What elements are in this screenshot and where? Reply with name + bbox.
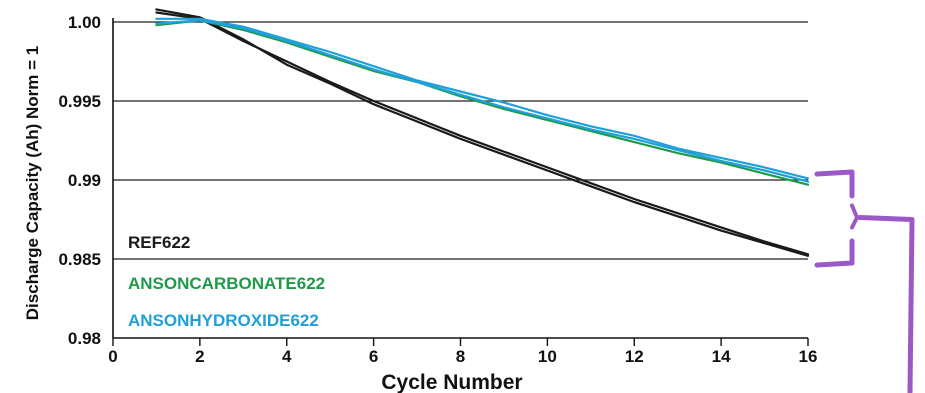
y-tick-label: 0.985 [58, 250, 101, 269]
x-axis-title: Cycle Number [381, 371, 522, 393]
grid-lines [113, 21, 808, 260]
x-tick-label: 6 [369, 347, 378, 366]
legend: REF622 ANSONCARBONATE622 ANSONHYDROXIDE622 [128, 233, 325, 330]
bracket-top [814, 169, 855, 199]
axes [112, 18, 809, 346]
x-tick-label: 2 [195, 347, 204, 366]
x-tick-label: 10 [538, 347, 557, 366]
bracket-mid [850, 203, 859, 230]
y-tick-label: 0.995 [58, 92, 101, 111]
x-tick-label: 14 [712, 347, 731, 366]
series-line [155, 11, 810, 256]
series-lines [155, 8, 810, 257]
legend-entry: REF622 [128, 233, 190, 252]
y-axis-title: Discharge Capacity (Ah) Norm = 1 [23, 46, 42, 320]
bracket-bottom [814, 238, 855, 268]
y-tick-labels: 0.98 0.985 0.99 0.995 1.00 [58, 13, 101, 348]
series-line [155, 19, 810, 186]
legend-entry: ANSONHYDROXIDE622 [128, 311, 319, 330]
series-line [155, 17, 810, 180]
y-tick-label: 0.98 [68, 329, 101, 348]
x-tick-label: 12 [625, 347, 644, 366]
bracket-connector [857, 215, 915, 393]
legend-entry: ANSONCARBONATE622 [128, 274, 325, 293]
y-tick-label: 1.00 [68, 13, 101, 32]
y-tick-label: 0.99 [68, 171, 101, 190]
series-line [155, 19, 810, 183]
x-tick-label: 4 [282, 347, 292, 366]
x-tick-labels: 0 2 4 6 8 10 12 14 16 [108, 347, 817, 366]
x-tick-label: 8 [456, 347, 465, 366]
bracket-annotation [814, 169, 915, 393]
x-tick-label: 0 [108, 347, 117, 366]
x-tick-label: 16 [799, 347, 818, 366]
